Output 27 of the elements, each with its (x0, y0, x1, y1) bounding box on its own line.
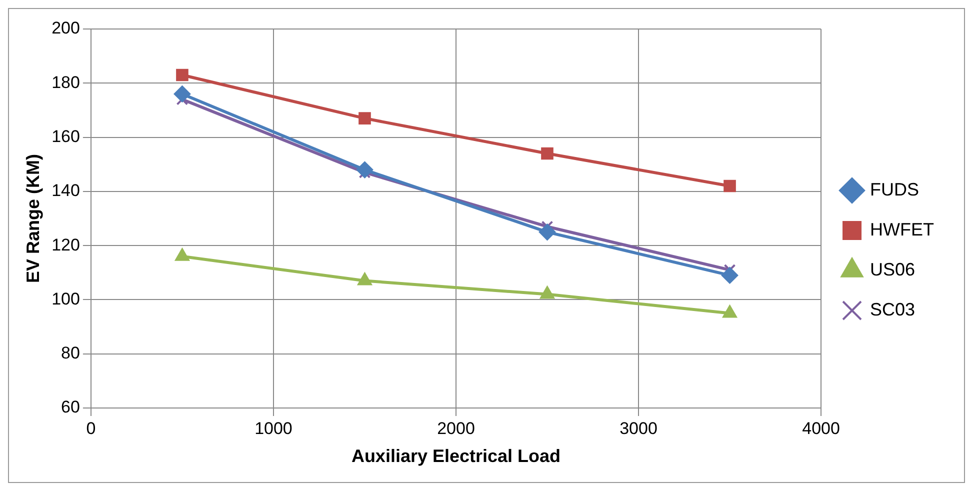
y-tick-label: 180 (52, 72, 80, 92)
y-tick-label: 200 (52, 18, 80, 38)
x-tick-label: 2000 (437, 418, 475, 438)
legend-label: US06 (870, 259, 916, 280)
y-tick-label: 160 (52, 126, 80, 146)
legend-label: HWFET (870, 219, 934, 240)
y-tick-label: 80 (61, 344, 80, 363)
point (358, 112, 371, 124)
legend-label: SC03 (870, 299, 916, 320)
point (356, 161, 374, 178)
point (541, 147, 554, 160)
x-axis-title: Auxiliary Electrical Load (351, 446, 561, 466)
y-tick-label: 60 (61, 398, 80, 417)
x-tick-label: 4000 (802, 418, 840, 438)
point (174, 85, 191, 102)
point (176, 68, 188, 82)
legend-label: FUDS (870, 179, 920, 200)
y-tick-label: 120 (52, 235, 80, 254)
x-tick-label: 3000 (620, 418, 658, 438)
y-tick-label: 140 (52, 181, 80, 200)
y-axis-title: EV Range (KM) (22, 154, 43, 284)
x-tick-label: 0 (86, 418, 96, 438)
point (721, 266, 738, 284)
y-tick-label: 100 (52, 289, 80, 308)
point (538, 224, 556, 241)
x-tick-label: 1000 (254, 418, 292, 438)
point (724, 180, 736, 192)
